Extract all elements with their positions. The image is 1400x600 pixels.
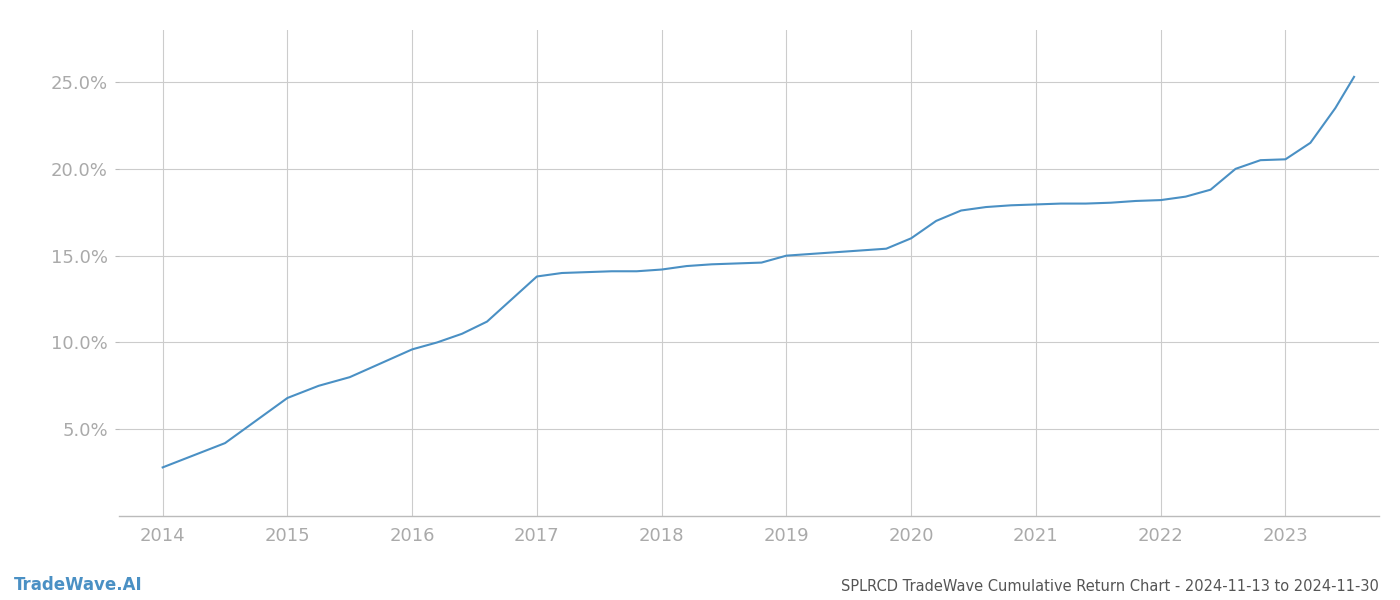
Text: TradeWave.AI: TradeWave.AI bbox=[14, 576, 143, 594]
Text: SPLRCD TradeWave Cumulative Return Chart - 2024-11-13 to 2024-11-30: SPLRCD TradeWave Cumulative Return Chart… bbox=[841, 579, 1379, 594]
